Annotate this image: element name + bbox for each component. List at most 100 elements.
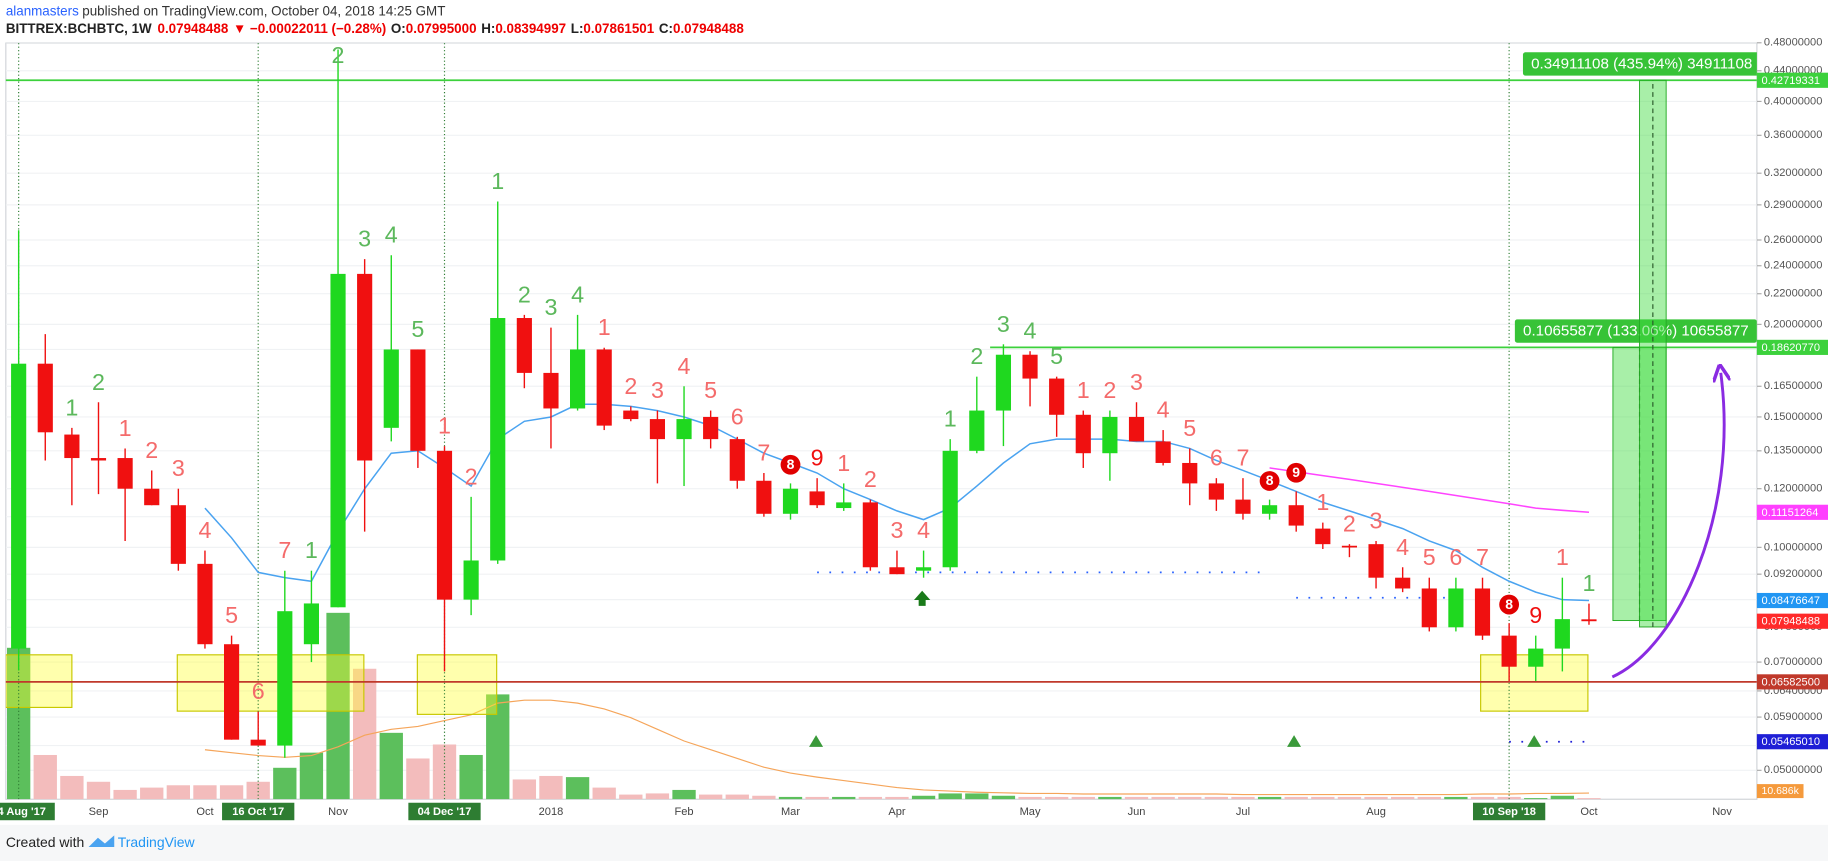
candle-body [357, 273, 373, 461]
candle-body [410, 349, 426, 451]
volume-bar [273, 767, 297, 800]
y-tick-label: 0.13500000 [1764, 445, 1822, 457]
volume-ma-label-bg [1756, 784, 1804, 799]
volume-bar [1337, 796, 1362, 800]
td-label: 9 [1292, 464, 1300, 480]
candle-body [1315, 528, 1331, 545]
candle-body [170, 505, 186, 564]
volume-bar [752, 795, 776, 800]
volume-bar [778, 796, 803, 800]
candle-body [117, 458, 133, 489]
price-label-bg [1756, 339, 1828, 355]
candle-body [1288, 505, 1304, 526]
candle-body [969, 410, 985, 451]
td-label: 2 [1103, 377, 1116, 403]
candle-body [995, 354, 1012, 411]
candle-body [570, 349, 586, 409]
td-label: 1 [491, 168, 504, 194]
candle-body [1235, 499, 1251, 514]
td-label: 8 [1266, 472, 1274, 488]
x-highlight-bg [222, 802, 295, 821]
volume-bar [1444, 796, 1468, 800]
x-tick-label: Nov [328, 806, 348, 818]
axes: 0.48000000 0.44000000 0.40000000 0.36000000… [0, 37, 1828, 821]
measure-label-text: 0.34911108 (435.94%) 34911108 [1531, 56, 1752, 73]
y-tick-label: 0.12000000 [1764, 483, 1822, 495]
candle-body [1049, 378, 1065, 415]
volume-bar [1231, 796, 1255, 800]
candle-body [490, 318, 506, 561]
x-tick-label: Oct [1580, 806, 1597, 818]
td-label: 3 [997, 311, 1010, 337]
price-label: 0.11151264 [1762, 507, 1819, 519]
volume-bar [219, 785, 244, 800]
td-label: 3 [544, 294, 557, 320]
x-tick-label: Aug [1366, 806, 1386, 818]
td-label: 4 [1024, 318, 1037, 344]
td-label: 2 [518, 281, 531, 307]
author[interactable]: alanmasters [6, 3, 79, 18]
volume-bar [858, 796, 883, 800]
candle-body [64, 434, 80, 459]
candle-body [197, 563, 213, 645]
candle-body [862, 502, 878, 568]
y-tick-label: 0.07000000 [1764, 656, 1822, 668]
candle-body [942, 450, 958, 568]
td-label: 5 [704, 377, 717, 403]
volume-bar [672, 789, 696, 800]
candle-body [1448, 588, 1464, 628]
volume-bar [619, 794, 643, 800]
volume-bar [140, 787, 164, 800]
volume-bar [33, 754, 57, 800]
td-label: 7 [278, 537, 291, 563]
candle-body [1368, 544, 1384, 578]
measure-label-bg [1522, 52, 1757, 76]
o-value: 0.07995000 [406, 21, 477, 36]
x-highlight-bg [408, 802, 481, 821]
footer-brand[interactable]: TradingView [118, 834, 196, 850]
td-label: 8 [1505, 596, 1513, 612]
volume-bar [805, 796, 829, 800]
x-tick-label: Jul [1236, 806, 1250, 818]
candle-body [676, 419, 692, 440]
volume-bar [1124, 796, 1149, 800]
candle-body [1501, 635, 1517, 667]
volume-bar [1524, 798, 1548, 800]
td-label: 8 [787, 456, 795, 472]
candle-body [1341, 545, 1358, 548]
volume-bar [1071, 796, 1095, 800]
td-label: 4 [571, 281, 584, 307]
change: ▼ −0.00022011 (−0.28%) [233, 21, 386, 36]
volume-bar [86, 781, 111, 800]
candle-body [729, 439, 745, 481]
published: published on TradingView.com, October 04… [82, 3, 445, 18]
td-label: 1 [1316, 489, 1329, 515]
td-circle [1499, 594, 1520, 615]
volume-bar [1577, 798, 1601, 800]
td-label: 4 [1157, 397, 1170, 423]
td-circle [1259, 471, 1280, 491]
candle-body [1075, 414, 1091, 454]
volume-bar [459, 754, 483, 800]
y-tick-label: 0.09200000 [1764, 568, 1822, 580]
td-circle [1286, 462, 1307, 483]
candle-body [756, 480, 772, 514]
volume-bar [965, 793, 989, 800]
volume-bar [699, 794, 723, 800]
volume-bar [991, 795, 1016, 800]
price-label-bg [1756, 72, 1828, 88]
candle-body [1528, 648, 1544, 667]
zone [176, 654, 365, 712]
volume-bar [885, 796, 909, 800]
candle-body [543, 372, 559, 409]
td-label: 4 [198, 517, 211, 543]
td-label: 3 [651, 377, 664, 403]
x-tick-label: 04 Dec '17 [418, 806, 472, 818]
price-label: 0.18620770 [1762, 342, 1820, 354]
measure-label-text: 0.10655877 (133.06%) 10655877 [1523, 323, 1749, 340]
td-label: 4 [678, 353, 691, 379]
volume-bar [6, 647, 31, 800]
volume-bar [911, 795, 936, 800]
volume-bar [1391, 796, 1415, 800]
